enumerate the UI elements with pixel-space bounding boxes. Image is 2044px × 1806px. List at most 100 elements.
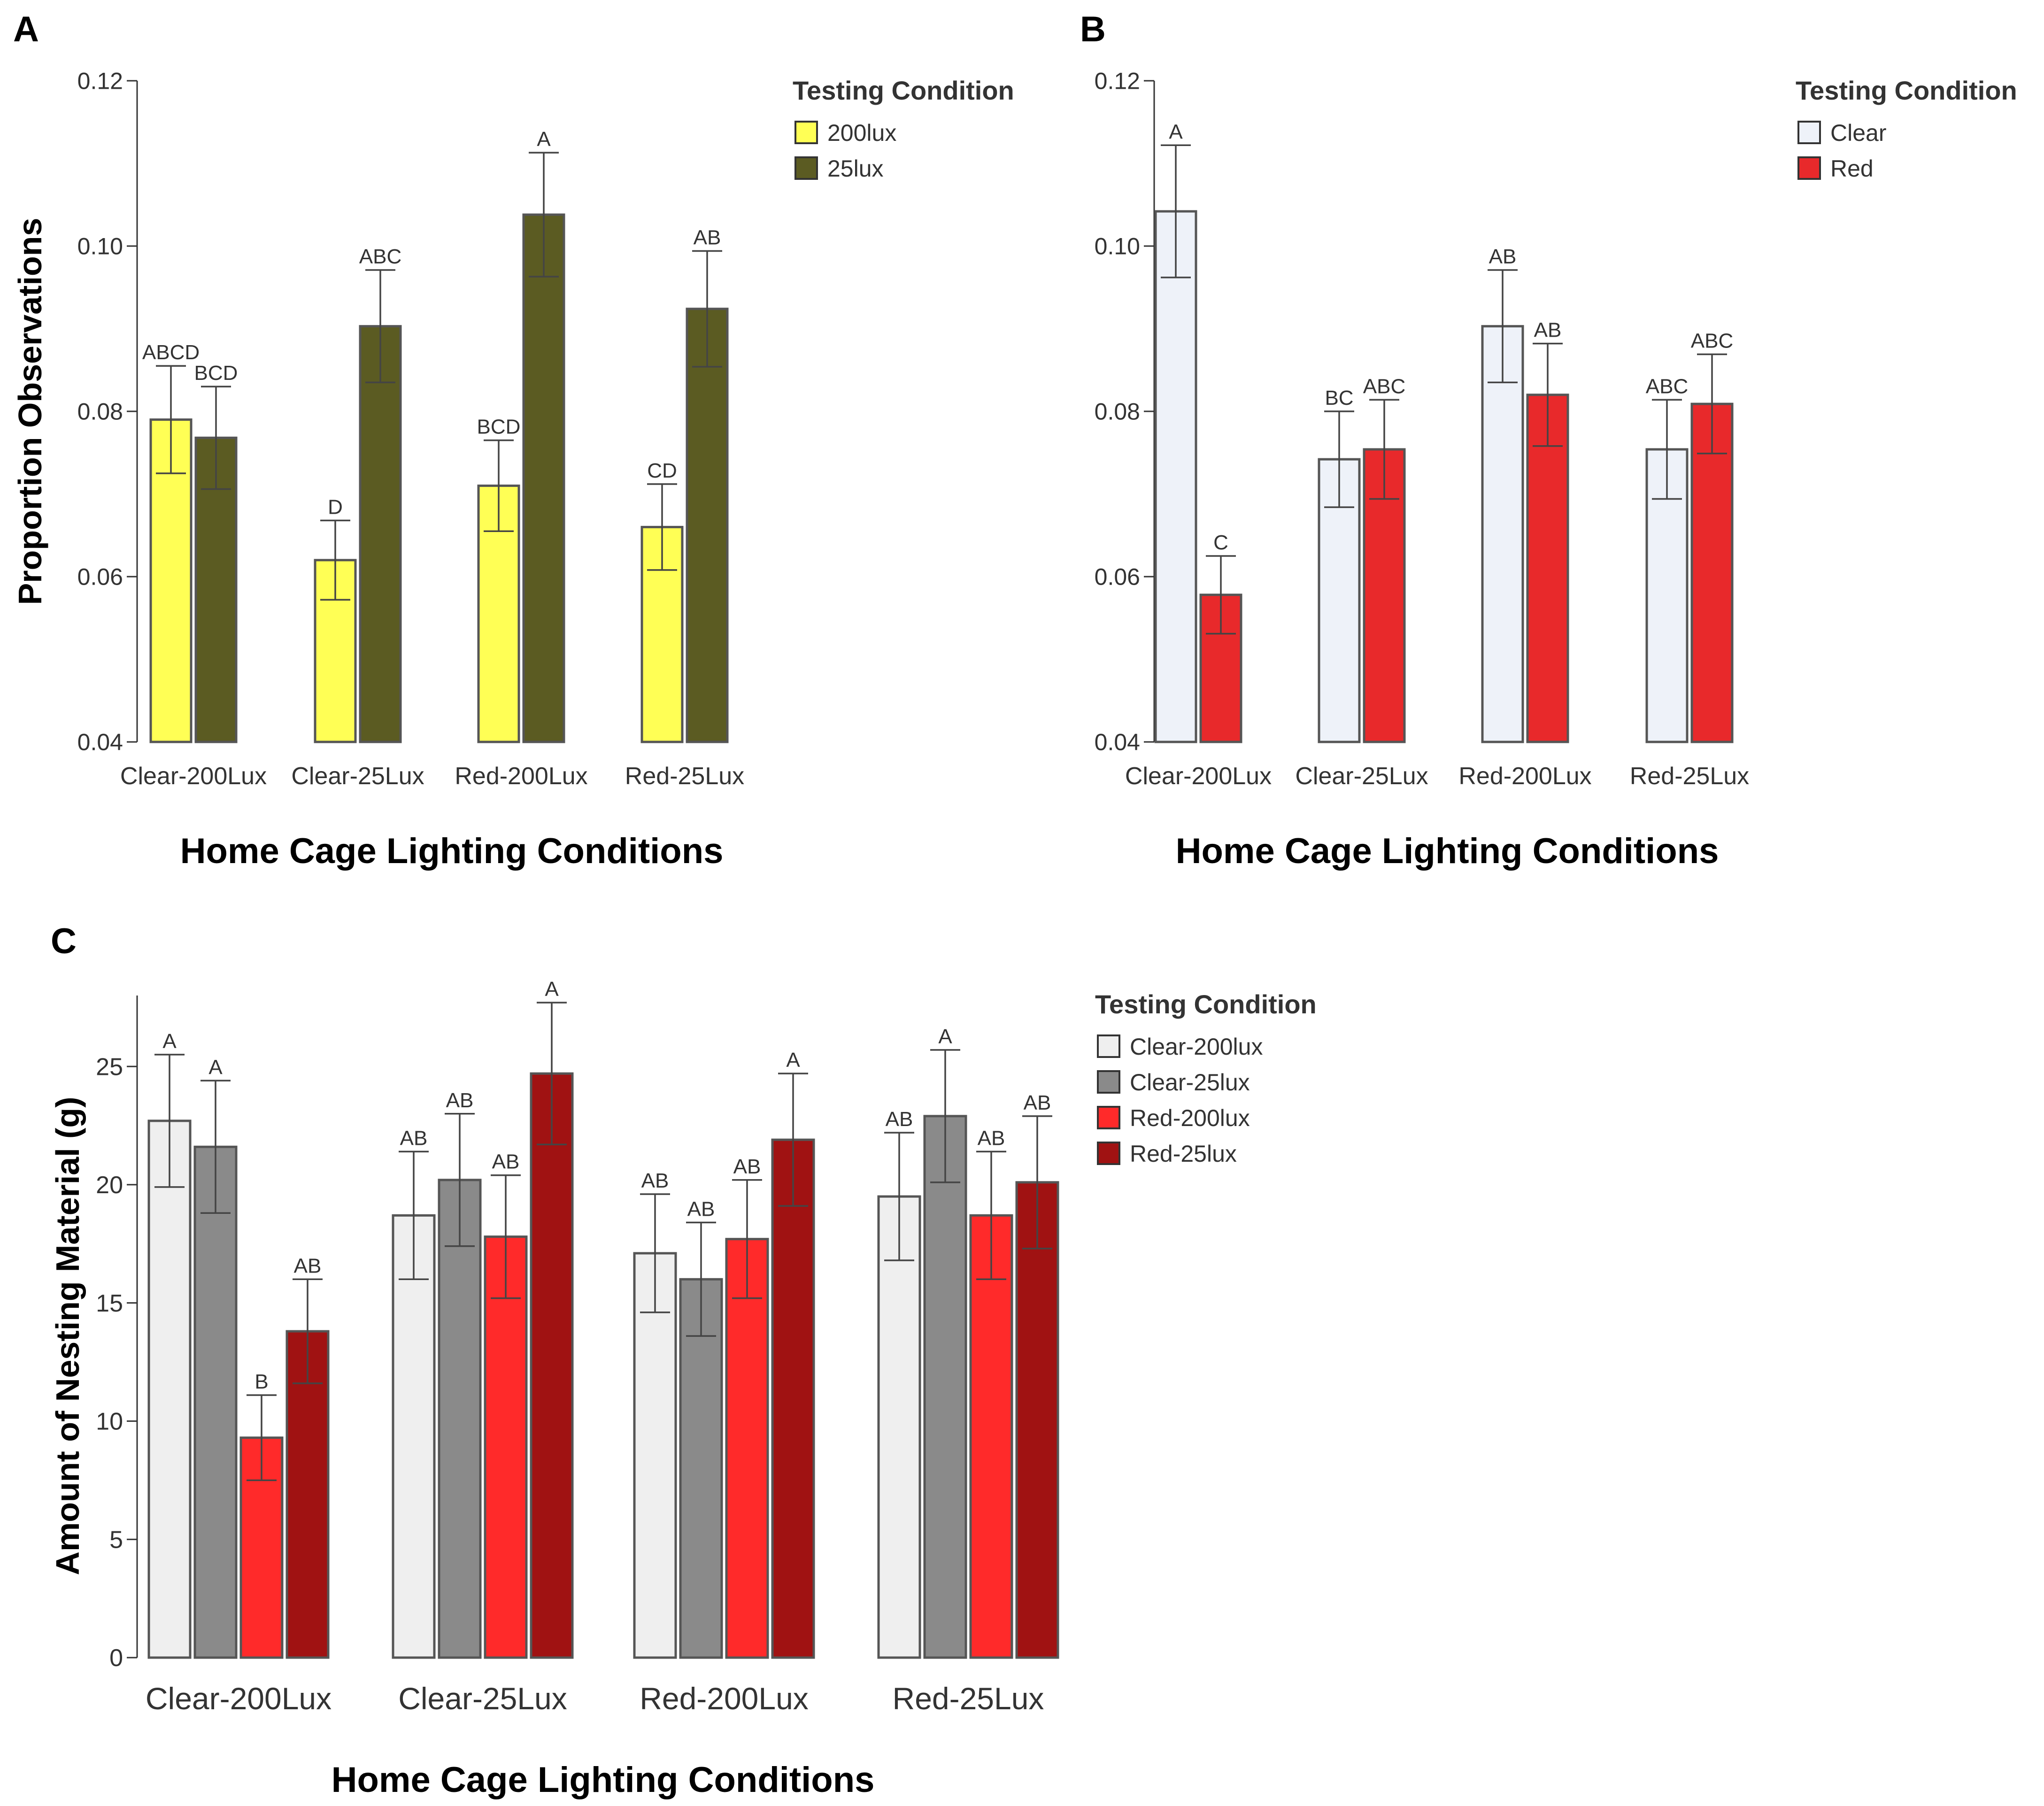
- bar: [1481, 325, 1524, 743]
- legend: Testing Condition Clear-200lux Clear-25lux…: [1095, 989, 1317, 1167]
- bar: [1690, 402, 1734, 743]
- y-tick-label: 20: [96, 1172, 123, 1199]
- bar: [771, 1138, 815, 1659]
- bar: [969, 1214, 1013, 1659]
- significance-letter: A: [162, 1030, 177, 1053]
- y-tick-label: 0.12: [1095, 68, 1140, 94]
- y-tick-label: 15: [96, 1290, 123, 1317]
- panel-label: A: [13, 9, 39, 49]
- significance-letter: AB: [294, 1254, 322, 1277]
- panel-b: B0.040.060.080.100.12ACClear-200LuxBCABC…: [1080, 9, 2017, 871]
- legend-label: Red-25lux: [1130, 1141, 1237, 1167]
- significance-letter: AB: [641, 1169, 669, 1192]
- x-axis-title: Home Cage Lighting Conditions: [332, 1760, 875, 1800]
- legend-title: Testing Condition: [793, 76, 1014, 105]
- legend-swatch: [1797, 121, 1821, 144]
- y-axis-title: Amount of Nesting Material (g): [49, 1097, 86, 1575]
- x-axis-title: Home Cage Lighting Conditions: [1176, 831, 1719, 871]
- bar: [359, 325, 402, 743]
- category-label: Clear-200Lux: [1125, 763, 1272, 790]
- bar: [530, 1072, 574, 1659]
- legend-title: Testing Condition: [1796, 76, 2017, 105]
- panel-label: B: [1080, 9, 1106, 49]
- significance-letter: A: [1169, 120, 1183, 143]
- significance-letter: A: [208, 1056, 223, 1079]
- significance-letter: AB: [886, 1108, 913, 1131]
- significance-letter: C: [1213, 531, 1228, 554]
- y-tick-label: 0.10: [77, 233, 123, 260]
- significance-letter: AB: [1534, 319, 1562, 342]
- bar: [1526, 394, 1569, 743]
- category-label: Clear-25Lux: [1295, 763, 1428, 790]
- category-label: Clear-25Lux: [398, 1681, 567, 1716]
- significance-letter: A: [786, 1049, 800, 1072]
- significance-letter: BC: [1325, 386, 1353, 409]
- significance-letter: AB: [978, 1127, 1005, 1150]
- legend-swatch: [1797, 156, 1821, 180]
- category-label: Red-25Lux: [1630, 763, 1749, 790]
- category-label: Red-200Lux: [1458, 763, 1591, 790]
- bar: [147, 1119, 192, 1659]
- significance-letter: B: [255, 1370, 268, 1393]
- bar: [484, 1235, 528, 1659]
- significance-letter: ABC: [1363, 375, 1405, 398]
- significance-letter: AB: [1024, 1091, 1051, 1114]
- significance-letter: BCD: [477, 416, 521, 439]
- bar: [633, 1252, 677, 1659]
- significance-letter: AB: [687, 1197, 715, 1220]
- legend-label: Clear: [1830, 120, 1886, 146]
- significance-letter: AB: [492, 1150, 520, 1173]
- category-label: Clear-200Lux: [146, 1681, 332, 1716]
- panel-label: C: [51, 921, 77, 961]
- significance-letter: AB: [446, 1089, 474, 1112]
- significance-letter: ABC: [359, 245, 401, 268]
- legend-label: Red: [1830, 155, 1874, 182]
- category-label: Red-25Lux: [625, 763, 744, 790]
- bar: [877, 1195, 921, 1659]
- significance-letter: BCD: [194, 362, 238, 385]
- legend-swatch: [794, 121, 818, 144]
- category-label: Red-25Lux: [893, 1681, 1044, 1716]
- bar: [686, 308, 729, 743]
- bar: [1154, 210, 1197, 743]
- legend-swatch: [1097, 1034, 1120, 1058]
- significance-letter: ABC: [1691, 330, 1733, 353]
- significance-letter: ABCD: [142, 341, 200, 364]
- y-tick-label: 0.06: [1095, 564, 1140, 590]
- legend-label: Red-200lux: [1130, 1105, 1250, 1131]
- legend-label: Clear-25lux: [1130, 1069, 1250, 1096]
- y-tick-label: 0.12: [77, 68, 123, 94]
- legend-title: Testing Condition: [1095, 989, 1317, 1019]
- legend-label: 25lux: [827, 155, 884, 182]
- bar: [438, 1179, 482, 1659]
- legend-swatch: [1097, 1142, 1120, 1165]
- y-tick-label: 0.06: [77, 564, 123, 590]
- significance-letter: AB: [400, 1127, 428, 1150]
- legend: Testing Condition Clear Red: [1796, 76, 2017, 182]
- bar: [522, 213, 565, 743]
- category-label: Clear-25Lux: [291, 763, 424, 790]
- panel-a: A0.040.060.080.100.12ABCDBCDClear-200Lux…: [12, 9, 1014, 871]
- legend-swatch: [1097, 1106, 1120, 1129]
- y-tick-label: 5: [109, 1526, 123, 1553]
- y-tick-label: 0.08: [77, 399, 123, 425]
- legend-swatch: [1097, 1070, 1120, 1094]
- bar: [1015, 1181, 1059, 1659]
- significance-letter: A: [537, 128, 551, 151]
- category-label: Red-200Lux: [640, 1681, 809, 1716]
- significance-letter: AB: [694, 226, 721, 249]
- significance-letter: A: [545, 978, 559, 1001]
- legend-label: Clear-200lux: [1130, 1034, 1263, 1060]
- y-tick-label: 0.10: [1095, 233, 1140, 260]
- y-tick-label: 25: [96, 1053, 123, 1081]
- significance-letter: AB: [1489, 245, 1517, 268]
- significance-letter: D: [328, 495, 343, 518]
- significance-letter: ABC: [1646, 375, 1688, 398]
- y-tick-label: 0.04: [1095, 729, 1140, 756]
- legend: Testing Condition 200lux 25lux: [793, 76, 1014, 182]
- legend-swatch: [794, 156, 818, 180]
- bar: [392, 1214, 436, 1659]
- category-label: Clear-200Lux: [120, 763, 267, 790]
- significance-letter: A: [938, 1025, 952, 1048]
